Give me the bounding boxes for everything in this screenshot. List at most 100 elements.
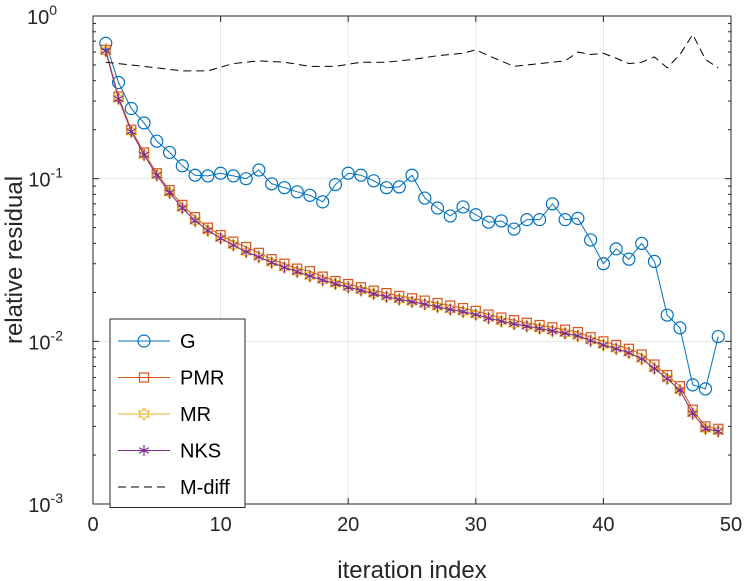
data-point [686,406,699,421]
data-point [546,323,559,338]
data-point [622,345,636,360]
data-point [572,330,583,342]
data-point [507,316,521,331]
data-point [241,246,252,258]
data-point [164,187,175,199]
legend-marker [137,334,151,348]
data-point [713,425,724,437]
legend-marker [138,372,150,383]
data-point [636,353,647,365]
data-point [520,319,533,334]
data-point [662,373,673,385]
data-point [610,341,623,356]
data-point [354,168,368,182]
data-point [393,292,406,307]
data-point [560,327,571,339]
data-point [124,101,138,116]
data-point [201,169,215,183]
series-m-diff [105,33,719,72]
data-point [649,363,660,375]
data-point [252,249,266,265]
data-point [163,185,176,200]
data-point [177,202,188,214]
y-axis-title: relative residual [1,176,28,344]
legend-label: G [180,331,196,353]
data-point [188,213,202,228]
data-point [392,180,406,194]
legend-item: NKS [118,441,221,463]
data-point [469,307,482,322]
data-point [673,383,687,398]
data-point [113,93,124,105]
data-point [291,264,304,279]
legend-label: PMR [180,368,224,390]
data-point [341,166,355,180]
data-point [316,195,330,209]
series-line [105,33,719,72]
y-tick-label: 100 [27,2,57,29]
data-point [405,168,419,182]
data-point [150,168,163,183]
data-point [214,166,228,180]
data-point [532,213,547,227]
data-point [303,268,317,284]
data-point [303,188,317,202]
data-point [456,304,470,319]
legend-label: MR [180,404,211,426]
data-point [431,299,444,314]
data-point [100,45,111,57]
data-point [584,233,598,247]
data-point [330,278,341,290]
data-point [443,209,457,223]
data-point [252,163,266,177]
data-point [290,185,304,199]
data-point [278,260,291,275]
data-point [418,297,431,312]
data-point [495,314,508,329]
data-point [571,211,585,225]
data-point [328,177,343,192]
data-point [137,147,151,162]
data-point [329,276,342,291]
legend-item: G [118,331,196,353]
data-point [379,181,394,195]
data-point [596,257,611,271]
data-point [202,225,213,237]
data-point [470,309,481,321]
data-point [430,201,445,215]
data-point [444,302,457,317]
data-point [343,281,354,293]
data-point [316,272,329,288]
data-point [126,125,137,137]
data-point [368,288,379,300]
data-point [367,286,380,301]
data-point [381,291,392,303]
data-point [584,333,597,348]
legend-item: M-diff [118,477,230,499]
data-point [545,197,559,211]
data-point [432,301,443,313]
data-point [521,320,532,332]
x-tick-label: 20 [337,514,359,536]
data-point [277,181,291,195]
data-point [673,321,687,335]
y-tick-label: 10-1 [28,165,63,192]
data-point [483,312,494,324]
data-point [292,266,303,278]
data-point [394,293,405,305]
data-point [711,329,725,344]
data-point [660,308,674,322]
y-tick-label: 10-2 [28,327,63,354]
data-point [380,289,393,304]
legend-marker [138,445,150,456]
data-point [648,361,661,376]
data-point [469,208,483,222]
data-point [226,169,240,183]
data-point [457,306,469,318]
data-point [611,343,622,355]
data-point [597,337,610,353]
data-point [112,91,125,106]
data-point [558,213,572,227]
x-tick-label: 40 [592,514,614,536]
data-point [520,213,534,227]
